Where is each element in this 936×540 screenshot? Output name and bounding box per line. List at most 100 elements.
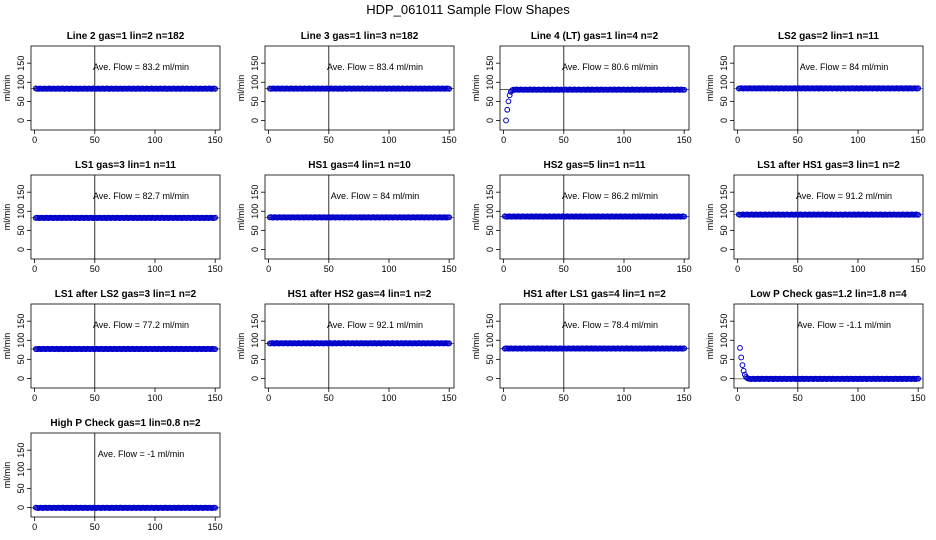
y-tick-label: 150	[485, 314, 495, 329]
data-point	[212, 85, 219, 92]
x-tick-label: 150	[208, 393, 223, 403]
x-tick-label: 150	[208, 135, 223, 145]
x-tick-label: 50	[793, 135, 803, 145]
average-flow-annotation: Ave. Flow = 92.1 ml/min	[327, 320, 423, 330]
chart-panel-5: LS1 gas=3 lin=1 n=11 0 50 100 150 0 50 100 150 ml…	[2, 160, 223, 274]
x-tick-label: 150	[677, 393, 692, 403]
y-tick-label: 0	[485, 247, 495, 252]
data-point	[212, 504, 219, 511]
data-point	[506, 92, 513, 99]
plot-frame	[499, 174, 690, 260]
y-tick-label: 150	[16, 443, 26, 458]
y-tick-label: 100	[719, 75, 729, 90]
y-tick-label: 150	[250, 56, 260, 71]
plot-frame	[30, 45, 221, 131]
y-tick-label: 0	[250, 376, 260, 381]
x-tick-label: 100	[381, 393, 396, 403]
y-tick-label: 0	[485, 118, 495, 123]
average-flow-annotation: Ave. Flow = 82.7 ml/min	[93, 191, 189, 201]
x-tick-label: 0	[501, 393, 506, 403]
plot-frame	[733, 174, 924, 260]
y-axis-label: ml/min	[236, 75, 246, 102]
x-tick-label: 100	[616, 135, 631, 145]
data-point	[212, 214, 219, 221]
x-tick-label: 150	[208, 264, 223, 274]
y-tick-label: 50	[719, 96, 729, 106]
y-tick-label: 50	[485, 354, 495, 364]
y-tick-label: 100	[485, 204, 495, 219]
y-tick-label: 100	[250, 333, 260, 348]
x-tick-label: 0	[32, 393, 37, 403]
average-flow-annotation: Ave. Flow = 84 ml/min	[331, 191, 420, 201]
panel-title: LS1 after LS2 gas=3 lin=1 n=2	[55, 289, 197, 300]
y-tick-label: 150	[719, 314, 729, 329]
chart-panel-8: LS1 after HS1 gas=3 lin=1 n=2 0 50 100 150 0 5…	[705, 160, 926, 274]
y-tick-label: 150	[16, 185, 26, 200]
y-tick-label: 100	[485, 333, 495, 348]
x-tick-label: 50	[90, 393, 100, 403]
chart-panel-9: LS1 after LS2 gas=3 lin=1 n=2 0 50 100 150 0 5…	[2, 289, 223, 403]
x-tick-label: 50	[90, 522, 100, 532]
y-tick-label: 150	[485, 56, 495, 71]
y-tick-label: 0	[485, 376, 495, 381]
x-tick-label: 100	[850, 264, 865, 274]
average-flow-annotation: Ave. Flow = 78.4 ml/min	[562, 320, 658, 330]
y-axis-label: ml/min	[705, 204, 715, 231]
y-tick-label: 0	[719, 118, 729, 123]
data-point	[915, 375, 922, 382]
y-tick-label: 0	[250, 118, 260, 123]
data-point	[740, 367, 747, 374]
y-tick-label: 50	[250, 225, 260, 235]
panel-title: HS1 after HS2 gas=4 lin=1 n=2	[288, 289, 432, 300]
y-tick-label: 50	[250, 96, 260, 106]
y-axis-label: ml/min	[471, 75, 481, 102]
x-tick-label: 100	[850, 135, 865, 145]
data-point	[681, 345, 688, 352]
y-axis-label: ml/min	[705, 333, 715, 360]
x-tick-label: 100	[616, 393, 631, 403]
y-tick-label: 50	[485, 96, 495, 106]
x-tick-label: 100	[381, 264, 396, 274]
x-tick-label: 150	[911, 264, 926, 274]
plot-frame	[30, 303, 221, 389]
x-tick-label: 50	[90, 135, 100, 145]
data-point	[446, 340, 453, 347]
average-flow-annotation: Ave. Flow = -1 ml/min	[98, 449, 185, 459]
y-tick-label: 150	[250, 314, 260, 329]
y-tick-label: 100	[16, 75, 26, 90]
data-point	[739, 362, 746, 368]
data-point	[446, 85, 453, 92]
y-axis-label: ml/min	[2, 333, 12, 360]
x-tick-label: 150	[911, 393, 926, 403]
y-tick-label: 0	[16, 376, 26, 381]
y-axis-label: ml/min	[471, 204, 481, 231]
average-flow-annotation: Ave. Flow = 83.2 ml/min	[93, 62, 189, 72]
y-tick-label: 150	[250, 185, 260, 200]
x-tick-label: 50	[324, 393, 334, 403]
average-flow-annotation: Ave. Flow = -1.1 ml/min	[797, 320, 891, 330]
x-tick-label: 100	[381, 135, 396, 145]
x-tick-label: 0	[266, 135, 271, 145]
y-axis-label: ml/min	[236, 204, 246, 231]
panel-title: HS1 after LS1 gas=4 lin=1 n=2	[523, 289, 666, 300]
data-point	[681, 86, 688, 93]
x-tick-label: 50	[324, 264, 334, 274]
plot-frame	[264, 174, 455, 260]
x-tick-label: 150	[208, 522, 223, 532]
data-point	[212, 346, 219, 353]
y-tick-label: 100	[250, 75, 260, 90]
average-flow-annotation: Ave. Flow = 84 ml/min	[800, 62, 889, 72]
y-axis-label: ml/min	[2, 462, 12, 489]
y-tick-label: 0	[16, 118, 26, 123]
y-tick-label: 0	[719, 247, 729, 252]
average-flow-annotation: Ave. Flow = 80.6 ml/min	[562, 62, 658, 72]
panel-title: LS2 gas=2 lin=1 n=11	[778, 31, 879, 42]
data-point	[737, 345, 743, 351]
chart-panel-10: HS1 after HS2 gas=4 lin=1 n=2 0 50 100 150 0 5…	[236, 289, 457, 403]
x-tick-label: 0	[266, 393, 271, 403]
y-tick-label: 50	[16, 354, 26, 364]
x-tick-label: 100	[147, 135, 162, 145]
plot-frame	[733, 303, 924, 389]
average-flow-annotation: Ave. Flow = 83.4 ml/min	[327, 62, 423, 72]
panel-title: High P Check gas=1 lin=0.8 n=2	[50, 418, 201, 429]
